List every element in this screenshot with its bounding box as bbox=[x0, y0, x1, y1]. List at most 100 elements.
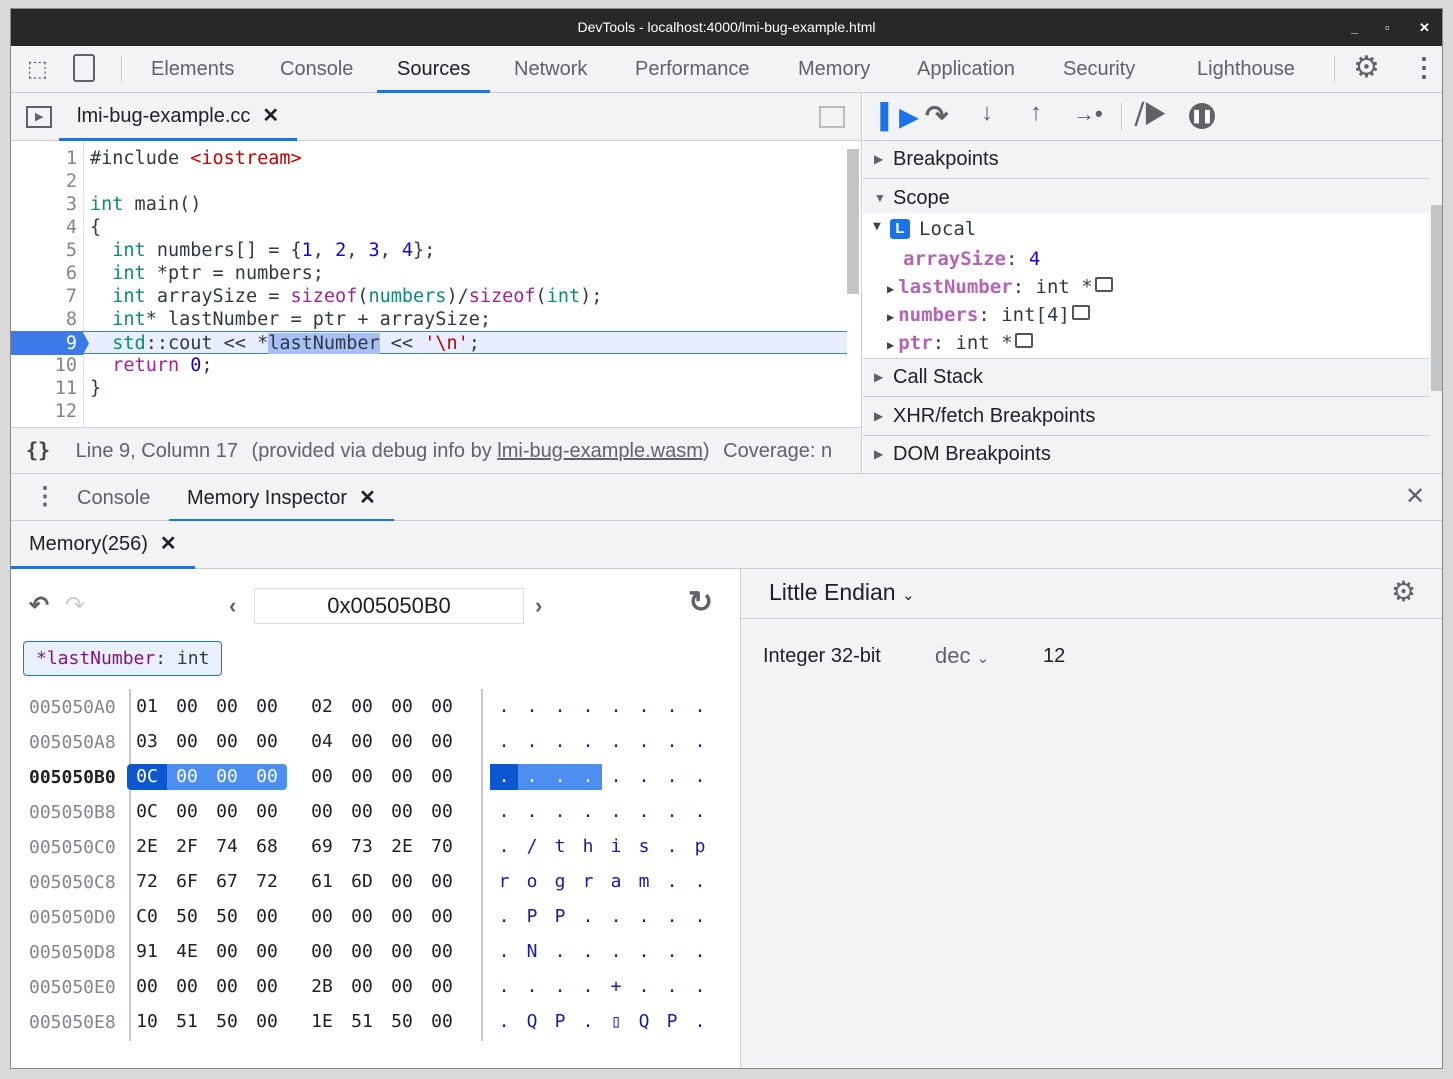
memory-ascii-char[interactable]: . bbox=[554, 696, 566, 717]
section-call-stack[interactable]: ▶ Call Stack bbox=[863, 359, 1429, 397]
endianness-select[interactable]: Little Endian ⌄ bbox=[769, 579, 915, 606]
memory-ascii-char[interactable]: P bbox=[666, 1011, 678, 1032]
inspect-element-icon[interactable]: ⬚ bbox=[27, 56, 48, 81]
memory-byte[interactable]: 01 bbox=[136, 696, 158, 717]
memory-inspector-icon[interactable] bbox=[1094, 277, 1113, 292]
memory-byte[interactable]: 00 bbox=[391, 766, 413, 787]
memory-byte[interactable]: 00 bbox=[176, 976, 198, 997]
memory-ascii-char[interactable]: . bbox=[666, 801, 678, 822]
close-drawer-icon[interactable]: ✕ bbox=[1405, 483, 1426, 510]
memory-byte[interactable]: 00 bbox=[431, 976, 453, 997]
scope-variable[interactable]: ▶ ptr: int * bbox=[887, 329, 1033, 357]
memory-tab[interactable]: Memory(256) ✕ bbox=[11, 521, 195, 569]
memory-byte[interactable]: 50 bbox=[216, 1011, 238, 1032]
memory-byte[interactable]: 00 bbox=[351, 801, 373, 822]
memory-byte[interactable]: 00 bbox=[216, 976, 238, 997]
memory-ascii-char[interactable]: . bbox=[498, 731, 510, 752]
memory-ascii-char[interactable]: . bbox=[526, 696, 538, 717]
line-number[interactable]: 3 bbox=[65, 194, 77, 215]
memory-ascii-char[interactable]: . bbox=[518, 764, 546, 790]
memory-byte[interactable]: 2B bbox=[311, 976, 333, 997]
memory-ascii-char[interactable]: . bbox=[694, 801, 706, 822]
editor-scrollbar[interactable] bbox=[847, 149, 859, 294]
memory-byte[interactable]: 2E bbox=[391, 836, 413, 857]
line-number[interactable]: 4 bbox=[65, 217, 77, 238]
memory-ascii-char[interactable]: . bbox=[554, 801, 566, 822]
code-line[interactable]: 4{ bbox=[11, 216, 847, 239]
memory-byte[interactable]: 00 bbox=[431, 906, 453, 927]
memory-byte[interactable]: 00 bbox=[391, 696, 413, 717]
line-number[interactable]: 8 bbox=[65, 309, 77, 330]
sidebar-scrollbar[interactable] bbox=[1431, 205, 1442, 391]
memory-byte[interactable]: 00 bbox=[391, 801, 413, 822]
memory-byte[interactable]: 00 bbox=[391, 941, 413, 962]
memory-byte[interactable]: 04 bbox=[311, 731, 333, 752]
memory-byte[interactable]: 72 bbox=[136, 871, 158, 892]
memory-ascii-char[interactable]: . bbox=[498, 836, 510, 857]
tab-memory[interactable]: Memory bbox=[798, 58, 871, 80]
memory-byte[interactable]: 91 bbox=[136, 941, 158, 962]
memory-inspector-icon[interactable] bbox=[1014, 333, 1033, 348]
memory-byte[interactable]: 00 bbox=[431, 696, 453, 717]
scope-variable[interactable]: arraySize: 4 bbox=[903, 245, 1040, 273]
memory-byte[interactable]: 74 bbox=[216, 836, 238, 857]
step-over-icon[interactable]: ↷ bbox=[925, 100, 949, 131]
memory-byte[interactable]: 51 bbox=[176, 1011, 198, 1032]
code-line[interactable]: 6 int *ptr = numbers; bbox=[11, 262, 847, 285]
maximize-button[interactable]: ▫ bbox=[1385, 20, 1390, 35]
code-line[interactable]: 12 bbox=[11, 400, 847, 423]
device-toolbar-icon[interactable] bbox=[73, 54, 95, 82]
line-number[interactable]: 7 bbox=[65, 286, 77, 307]
memory-ascii-char[interactable]: . bbox=[610, 696, 622, 717]
memory-ascii-char[interactable]: N bbox=[526, 941, 538, 962]
memory-byte[interactable]: 2E bbox=[136, 836, 158, 857]
memory-byte[interactable]: 00 bbox=[247, 764, 287, 790]
memory-ascii-char[interactable]: . bbox=[694, 696, 706, 717]
memory-ascii-char[interactable]: . bbox=[666, 871, 678, 892]
memory-byte[interactable]: 61 bbox=[311, 871, 333, 892]
expand-triangle-icon[interactable]: ▼ bbox=[873, 219, 881, 234]
memory-ascii-char[interactable]: . bbox=[638, 941, 650, 962]
section-xhr-fetch-breakpoints[interactable]: ▶ XHR/fetch Breakpoints bbox=[863, 398, 1429, 436]
memory-ascii-char[interactable]: . bbox=[554, 941, 566, 962]
tab-elements[interactable]: Elements bbox=[151, 58, 235, 80]
undo-icon[interactable]: ↶ bbox=[29, 592, 50, 619]
memory-ascii-char[interactable]: P bbox=[526, 906, 538, 927]
memory-byte[interactable]: 6F bbox=[176, 871, 198, 892]
memory-ascii-char[interactable]: . bbox=[694, 871, 706, 892]
tab-console[interactable]: Console bbox=[280, 58, 354, 80]
memory-byte[interactable]: 0C bbox=[136, 801, 158, 822]
memory-ascii-char[interactable]: . bbox=[498, 696, 510, 717]
memory-byte[interactable]: 00 bbox=[216, 731, 238, 752]
memory-byte[interactable]: 00 bbox=[391, 906, 413, 927]
memory-byte[interactable]: 00 bbox=[256, 941, 278, 962]
memory-ascii-char[interactable]: . bbox=[498, 976, 510, 997]
step-icon[interactable]: →• bbox=[1073, 101, 1103, 126]
pretty-print-icon[interactable]: {} bbox=[26, 438, 51, 462]
minimize-button[interactable]: _ bbox=[1351, 20, 1359, 35]
code-editor[interactable]: 1 #include <iostream> 2 3 int main() 4{5 int … bbox=[11, 141, 862, 427]
memory-byte[interactable]: 2F bbox=[176, 836, 198, 857]
memory-byte[interactable]: 00 bbox=[351, 941, 373, 962]
memory-byte[interactable]: 6D bbox=[351, 871, 373, 892]
memory-byte[interactable]: 03 bbox=[136, 731, 158, 752]
memory-byte[interactable]: 00 bbox=[391, 976, 413, 997]
memory-ascii-char[interactable]: . bbox=[498, 906, 510, 927]
memory-ascii-char[interactable]: . bbox=[582, 731, 594, 752]
scope-variable[interactable]: ▶ numbers: int[4] bbox=[887, 301, 1090, 329]
memory-byte[interactable]: 67 bbox=[216, 871, 238, 892]
memory-byte[interactable]: 68 bbox=[256, 836, 278, 857]
memory-byte[interactable]: 00 bbox=[311, 906, 333, 927]
memory-byte[interactable]: 00 bbox=[256, 1011, 278, 1032]
memory-ascii-char[interactable]: . bbox=[610, 801, 622, 822]
memory-ascii-char[interactable]: . bbox=[610, 766, 622, 787]
memory-byte[interactable]: 50 bbox=[216, 906, 238, 927]
memory-byte[interactable]: 00 bbox=[351, 976, 373, 997]
memory-byte[interactable]: 00 bbox=[311, 766, 333, 787]
memory-ascii-char[interactable]: . bbox=[526, 801, 538, 822]
memory-ascii-char[interactable]: p bbox=[694, 836, 706, 857]
toggle-navigator-icon[interactable]: ▶ bbox=[26, 106, 52, 128]
memory-ascii-char[interactable]: . bbox=[666, 906, 678, 927]
memory-byte[interactable]: 00 bbox=[176, 696, 198, 717]
memory-byte[interactable]: 70 bbox=[431, 836, 453, 857]
